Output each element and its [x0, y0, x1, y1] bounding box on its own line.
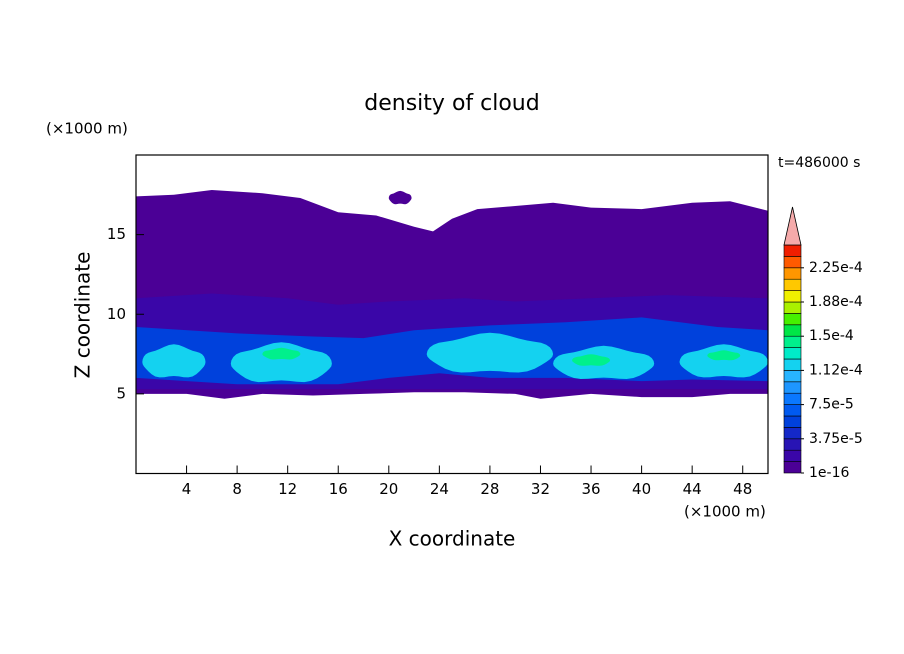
x-tick-label: 20: [379, 480, 398, 498]
contour-region: [572, 354, 610, 366]
colorbar-label: 1e-16: [809, 465, 849, 481]
x-tick-label: 12: [278, 480, 297, 498]
contour-region: [679, 344, 768, 378]
y-tick-label: 10: [107, 305, 126, 323]
colorbar-box: [783, 438, 802, 451]
colorbar-box: [783, 290, 802, 303]
contour-region: [262, 347, 301, 360]
colorbar-box: [783, 461, 802, 474]
colorbar-box: [783, 324, 802, 337]
contour-region: [707, 350, 741, 361]
contour-region: [230, 342, 332, 383]
colorbar-label: 1.5e-4: [809, 328, 854, 344]
colorbar-box: [783, 301, 802, 314]
colorbar-box: [783, 244, 802, 257]
colorbar-box: [783, 313, 802, 326]
colorbar-box: [783, 404, 802, 417]
colorbar-box: [783, 267, 802, 280]
colorbar-label: 3.75e-5: [809, 431, 863, 447]
colorbar-box: [783, 381, 802, 394]
x-tick-label: 16: [329, 480, 348, 498]
y-tick-label: 5: [116, 384, 126, 402]
x-tick-label: 36: [581, 480, 600, 498]
colorbar-label: 1.88e-4: [809, 294, 863, 310]
colorbar-box: [783, 278, 802, 291]
contour-region: [142, 344, 206, 378]
x-tick-label: 4: [182, 480, 192, 498]
colorbar-label: 2.25e-4: [809, 260, 863, 276]
colorbar-label: 7.5e-5: [809, 397, 854, 413]
y-tick-label: 15: [107, 225, 126, 243]
x-tick-label: 28: [480, 480, 499, 498]
colorbar-extend: [783, 206, 802, 246]
x-axis-label: X coordinate: [389, 527, 516, 551]
contour-region: [426, 332, 554, 373]
colorbar-box: [783, 256, 802, 269]
colorbar-box: [783, 358, 802, 371]
colorbar-box: [783, 370, 802, 383]
y-axis-label: Z coordinate: [71, 252, 95, 379]
colorbar-box: [783, 427, 802, 440]
colorbar-box: [783, 449, 802, 462]
colorbar-box: [783, 415, 802, 428]
colorbar-box: [783, 347, 802, 360]
contour-region: [388, 190, 412, 205]
x-tick-label: 32: [531, 480, 550, 498]
x-tick-label: 48: [733, 480, 752, 498]
colorbar-box: [783, 335, 802, 348]
x-tick-label: 44: [683, 480, 702, 498]
colorbar-box: [783, 392, 802, 405]
x-tick-label: 8: [232, 480, 242, 498]
x-unit: (×1000 m): [684, 503, 766, 521]
x-tick-label: 40: [632, 480, 651, 498]
chart-title: density of cloud: [364, 91, 539, 116]
colorbar-label: 1.12e-4: [809, 362, 863, 378]
y-unit: (×1000 m): [46, 120, 128, 138]
x-tick-label: 24: [430, 480, 449, 498]
time-label: t=486000 s: [778, 155, 860, 171]
